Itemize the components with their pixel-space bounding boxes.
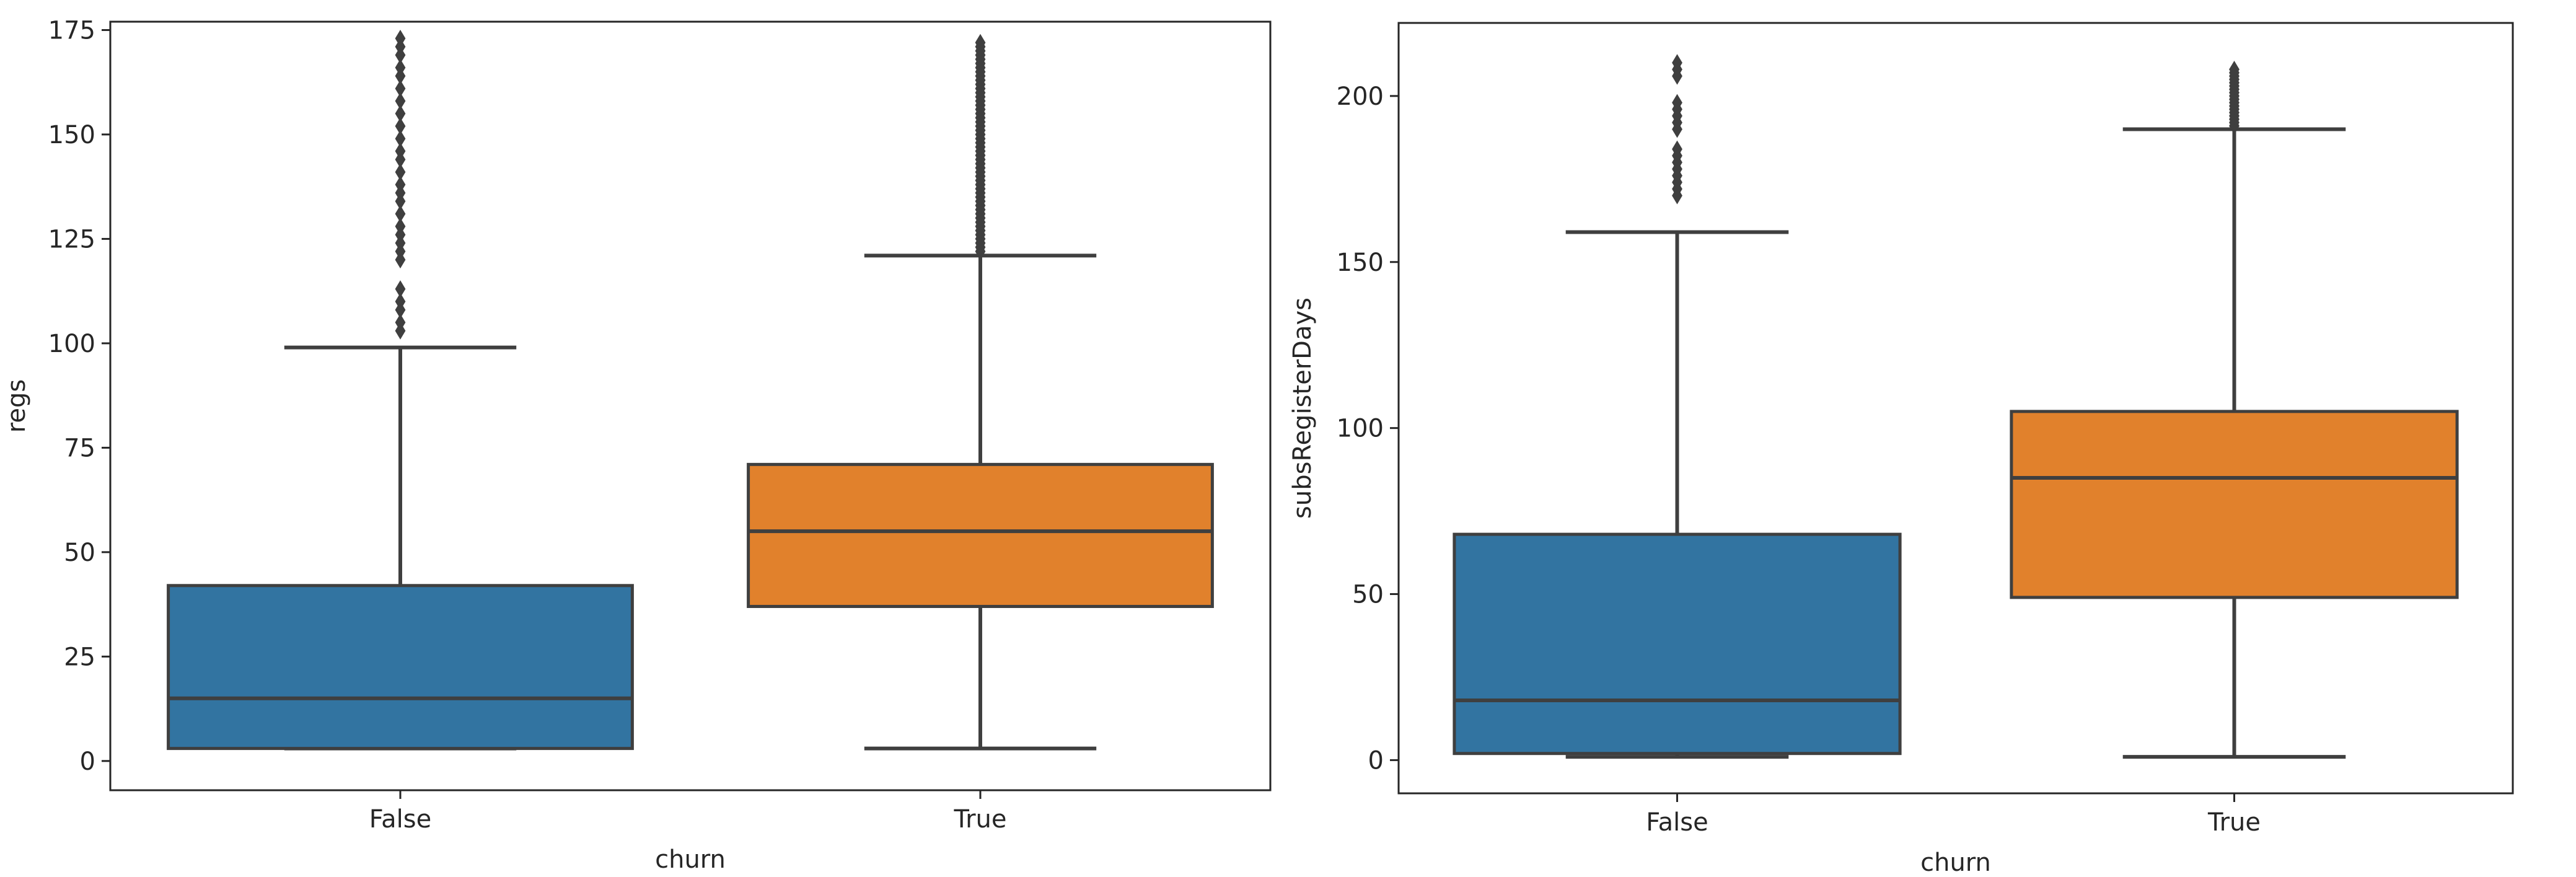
box-group-false	[1453, 54, 1902, 759]
outlier-point	[2229, 61, 2240, 79]
y-tick-label: 25	[64, 643, 95, 671]
y-tick-label: 100	[1337, 415, 1384, 443]
y-tick-label: 100	[48, 330, 95, 358]
box-group-true	[747, 33, 1214, 751]
y-tick-label: 0	[80, 747, 95, 776]
y-tick-label: 0	[1368, 746, 1384, 775]
outlier-point	[395, 218, 406, 236]
box-group-true	[2010, 61, 2459, 759]
box-false	[1453, 532, 1902, 756]
outlier-point	[395, 142, 406, 160]
y-tick-label: 75	[64, 434, 95, 462]
outlier-point	[395, 92, 406, 110]
outlier-point	[1672, 140, 1682, 158]
y-tick-label: 50	[64, 539, 95, 567]
x-tick-label: False	[369, 805, 431, 834]
outlier-point	[395, 175, 406, 193]
y-tick-label: 125	[48, 225, 95, 253]
outlier-point	[1672, 94, 1682, 112]
y-tick-label: 150	[48, 121, 95, 149]
y-tick-label: 200	[1337, 82, 1384, 111]
outlier-point	[1672, 54, 1682, 72]
outlier-point	[395, 29, 406, 47]
box-true	[747, 462, 1214, 608]
box-false	[167, 584, 634, 751]
x-axis-title: churn	[1920, 848, 1991, 877]
y-axis-title: subsRegisterDays	[1288, 297, 1317, 519]
outlier-point	[975, 33, 986, 51]
outlier-point	[395, 205, 406, 223]
subplot-2: 0 50 100 150 200 False True churn subsRegisterDa…	[1288, 22, 2514, 877]
outlier-point	[395, 280, 406, 298]
y-axis-title: regs	[2, 379, 31, 433]
outlier-point	[395, 79, 406, 97]
box-true	[2010, 410, 2459, 599]
outlier-point	[395, 105, 406, 123]
x-axis-title: churn	[655, 845, 726, 874]
y-tick-label: 175	[48, 16, 95, 45]
outlier-point	[395, 293, 406, 311]
outlier-point	[395, 59, 406, 77]
x-tick-label: False	[1646, 808, 1708, 837]
outlier-point	[395, 117, 406, 135]
plot-frame	[1397, 22, 2514, 795]
outlier-point	[395, 130, 406, 148]
subplot-1: 0 25 50 75 100 125 150 175 False True churn regs	[2, 16, 1272, 874]
plot-frame	[109, 20, 1272, 791]
x-tick-label: True	[954, 805, 1007, 834]
x-tick-label: True	[2207, 808, 2261, 837]
outlier-point	[395, 163, 406, 181]
box-group-false	[167, 29, 634, 751]
y-tick-label: 150	[1337, 249, 1384, 277]
outlier-point	[395, 314, 406, 332]
y-tick-label: 50	[1352, 581, 1384, 609]
